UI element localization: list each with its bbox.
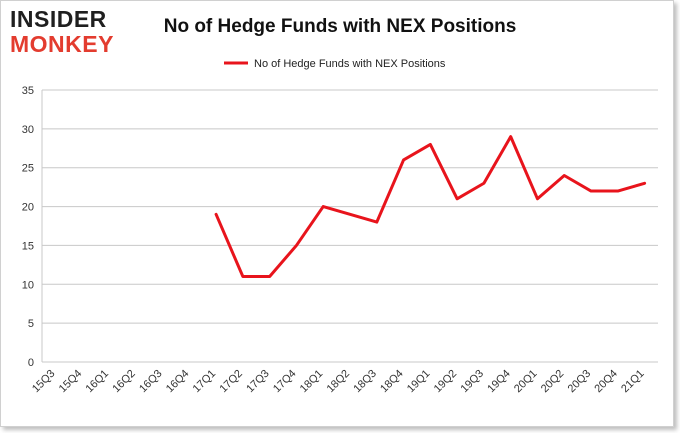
x-tick-label: 20Q2	[539, 368, 567, 396]
logo-line1: INSIDER	[10, 6, 107, 32]
y-axis-ticks: 0 5 10 15 20 25 30 35	[22, 85, 34, 369]
chart-title: No of Hedge Funds with NEX Positions	[163, 16, 517, 37]
x-axis-ticks: 15Q3 15Q4 16Q1 16Q2 16Q3 16Q4 17Q1 17Q2 17Q3 17Q4…	[30, 368, 647, 396]
y-tick-label: 15	[22, 240, 34, 252]
y-tick-label: 0	[28, 357, 34, 369]
x-tick-label: 16Q3	[137, 368, 165, 396]
x-tick-label: 20Q1	[512, 368, 540, 396]
y-tick-label: 25	[22, 163, 34, 175]
chart-frame	[0, 0, 674, 427]
y-tick-label: 5	[28, 318, 34, 330]
x-tick-label: 16Q1	[84, 368, 112, 396]
y-tick-label: 30	[22, 124, 34, 136]
x-tick-label: 20Q3	[566, 368, 594, 396]
x-tick-label: 21Q1	[619, 368, 647, 396]
x-tick-label: 17Q1	[191, 368, 219, 396]
x-tick-label: 16Q4	[164, 368, 192, 396]
x-tick-label: 15Q4	[57, 368, 85, 396]
x-tick-label: 18Q2	[325, 368, 353, 396]
x-tick-label: 19Q1	[405, 368, 433, 396]
x-tick-label: 17Q3	[244, 368, 272, 396]
series-group	[214, 135, 647, 279]
x-tick-label: 19Q3	[459, 368, 487, 396]
x-tick-label: 16Q2	[110, 368, 138, 396]
x-tick-label: 17Q4	[271, 368, 299, 396]
x-tick-label: 20Q4	[592, 368, 620, 396]
x-tick-label: 15Q3	[30, 368, 58, 396]
gridlines	[41, 89, 658, 363]
legend: No of Hedge Funds with NEX Positions	[224, 58, 446, 70]
logo-line2: MONKEY	[10, 31, 114, 57]
x-tick-label: 19Q2	[432, 368, 460, 396]
legend-label: No of Hedge Funds with NEX Positions	[254, 58, 446, 70]
x-tick-label: 18Q1	[298, 368, 326, 396]
x-tick-label: 18Q3	[351, 368, 379, 396]
x-tick-label: 19Q4	[485, 368, 513, 396]
series-line	[214, 135, 647, 279]
x-tick-label: 17Q2	[217, 368, 245, 396]
y-tick-label: 35	[22, 85, 34, 97]
insider-monkey-logo: INSIDER MONKEY	[10, 8, 128, 56]
y-tick-label: 10	[22, 279, 34, 291]
x-tick-label: 18Q4	[378, 368, 406, 396]
y-tick-label: 20	[22, 202, 34, 214]
